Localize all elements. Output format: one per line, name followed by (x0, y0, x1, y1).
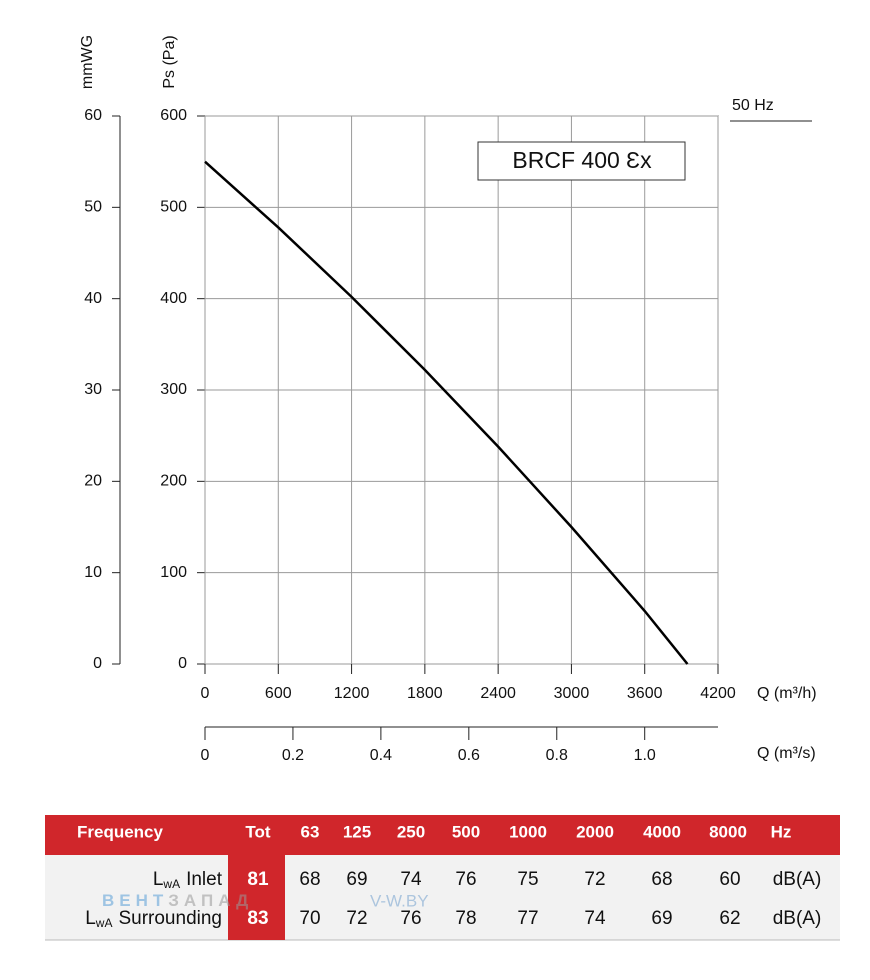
label-name: Inlet (186, 869, 223, 890)
table-cell: 72 (346, 908, 367, 929)
table-cell: 77 (517, 908, 538, 929)
x-tick-label: 600 (265, 685, 292, 702)
table-cell: 62 (719, 908, 740, 929)
y-tick-label: 200 (160, 473, 187, 490)
table-header: 250 (397, 822, 425, 841)
unit: dB(A) (773, 869, 822, 890)
x2-tick-label: 0.2 (282, 747, 304, 764)
label-symbol: L (153, 869, 164, 890)
y2-tick-label: 40 (84, 290, 102, 307)
table-header: 125 (343, 822, 371, 841)
x2-tick-label: 0.8 (546, 747, 568, 764)
table-header: 8000 (709, 822, 747, 841)
label-symbol: L (85, 908, 96, 929)
x-tick-label: 4200 (700, 685, 736, 702)
row-label: LwA Surrounding (85, 908, 222, 930)
table-header: 1000 (509, 822, 547, 841)
table-header: Tot (245, 822, 271, 841)
x2-tick-label: 0 (201, 747, 210, 764)
watermark-site: V-W.BY (370, 891, 429, 910)
annotation: 50 Hz (732, 97, 774, 114)
table-cell: 83 (247, 908, 268, 929)
y2-tick-label: 0 (93, 655, 102, 672)
y2-tick-label: 50 (84, 199, 102, 216)
x-tick-label: 3600 (627, 685, 663, 702)
y-tick-label: 100 (160, 564, 187, 581)
model-label: BRCF 400 Ɛx (512, 147, 652, 173)
y2-tick-label: 30 (84, 381, 102, 398)
table-cell: 70 (299, 908, 320, 929)
table-cell: 68 (651, 869, 672, 890)
x-tick-label: 2400 (480, 685, 516, 702)
y-tick-label: 400 (160, 290, 187, 307)
table-cell: 75 (517, 869, 538, 890)
table-header: 63 (301, 822, 320, 841)
watermark-part: ЗАПАД (168, 891, 253, 910)
unit: dB(A) (773, 908, 822, 929)
table-header: 4000 (643, 822, 681, 841)
y2-tick-label: 10 (84, 564, 102, 581)
table-cell: 76 (400, 908, 421, 929)
table-header: Hz (771, 822, 792, 841)
y2-tick-label: 20 (84, 473, 102, 490)
label-name: Surrounding (118, 908, 222, 929)
table-cell: 76 (455, 869, 476, 890)
model-box (477, 141, 686, 181)
y-axis-title: Ps (Pa) (161, 35, 178, 88)
label-sub: wA (162, 877, 180, 891)
table-cell: 69 (346, 869, 367, 890)
y2-axis-title: mmWG (79, 35, 96, 89)
y-tick-label: 0 (178, 655, 187, 672)
x2-tick-label: 0.4 (370, 747, 392, 764)
x-tick-label: 3000 (554, 685, 590, 702)
x-tick-label: 1200 (334, 685, 370, 702)
x-tick-label: 0 (201, 685, 210, 702)
table-header-band (45, 815, 840, 855)
table-cell: 81 (247, 869, 269, 890)
table-header: Frequency (77, 822, 164, 841)
table-cell: 74 (584, 908, 606, 929)
x2-axis-title: Q (m³/s) (757, 745, 816, 762)
y2-tick-label: 60 (84, 107, 102, 124)
table-header: 2000 (576, 822, 614, 841)
y-tick-label: 500 (160, 199, 187, 216)
watermark-brand: ВЕНТЗАПАД (102, 891, 253, 910)
y-tick-label: 600 (160, 107, 187, 124)
tot-column (228, 815, 285, 940)
table-cell: 69 (651, 908, 672, 929)
x2-tick-label: 1.0 (634, 747, 656, 764)
watermark-part: ВЕНТ (102, 891, 168, 910)
x-axis-title: Q (m³/h) (757, 685, 817, 702)
x-tick-label: 1800 (407, 685, 443, 702)
table-cell: 60 (719, 869, 740, 890)
x2-tick-label: 0.6 (458, 747, 480, 764)
table-cell: 74 (400, 869, 422, 890)
label-sub: wA (95, 916, 113, 930)
table-body (45, 855, 840, 940)
fan-curve (204, 160, 689, 665)
y-tick-label: 300 (160, 381, 187, 398)
row-label: LwA Inlet (153, 869, 223, 891)
table-header: 500 (452, 822, 480, 841)
table-cell: 68 (299, 869, 320, 890)
table-cell: 78 (455, 908, 476, 929)
table-cell: 72 (584, 869, 605, 890)
